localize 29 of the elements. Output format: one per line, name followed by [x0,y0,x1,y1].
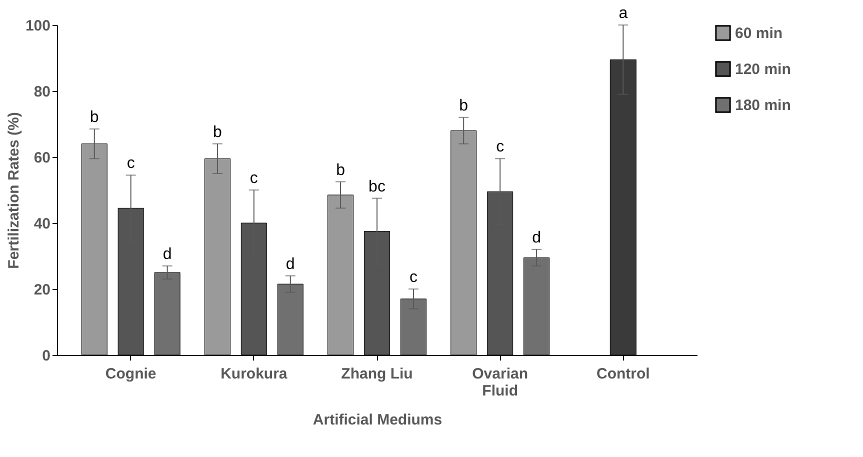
y-tick-label: 0 [42,348,50,364]
annotation: c [409,269,418,286]
y-tick-label: 20 [34,282,50,298]
annotation: bc [368,178,386,196]
text: a [618,5,628,22]
y-axis-title: Fertilization Rates (%) [5,112,22,269]
y-tick-label: 100 [25,18,50,34]
annotation: d [532,229,541,246]
y-tick-label: 60 [34,150,50,166]
annotation: d [162,246,172,263]
x-tick-label: Cognie [105,366,156,382]
y-tick-label: 40 [34,216,50,232]
x-axis-title: Artificial Mediums [312,412,442,428]
annotation: b [213,124,222,141]
annotation: c [250,170,258,187]
annotation: b [336,162,346,179]
annotation: b [90,108,99,126]
x-tick-label: Kurokura [220,366,288,382]
legend-label: 120 min [735,61,791,78]
annotation: c [496,138,504,156]
annotation: b [459,97,468,114]
x-tick-label: Ovarian Fluid [472,366,528,400]
legend-label: 180 min [735,97,791,114]
annotation: d [286,256,295,273]
y-tick-label: 80 [34,84,50,100]
x-tick-label: Zhang Liu [341,366,413,382]
annotation: c [126,155,135,172]
legend-label: 60 min [735,25,783,42]
x-tick-label: Control [596,366,650,382]
